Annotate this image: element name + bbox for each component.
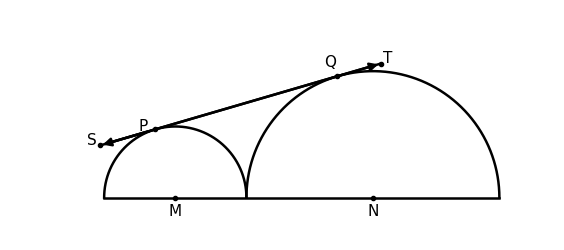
Text: N: N (367, 203, 378, 218)
Text: T: T (382, 50, 392, 66)
Text: M: M (169, 203, 182, 218)
Text: S: S (87, 133, 97, 148)
Text: Q: Q (324, 55, 336, 70)
Text: P: P (138, 118, 147, 133)
